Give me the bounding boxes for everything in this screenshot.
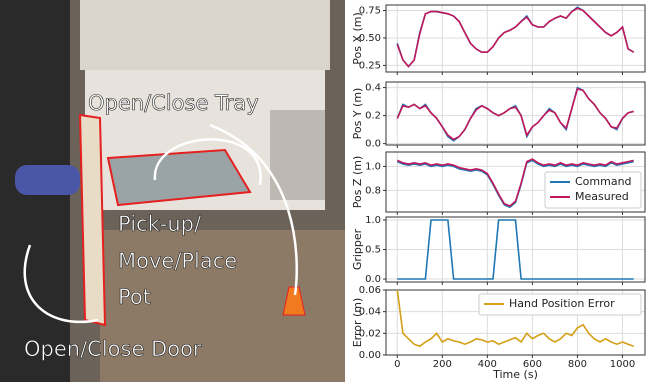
y-tick-label: 1.0 [365, 161, 381, 172]
y-tick-label: 0.04 [359, 307, 381, 318]
photo-label: Move/Place [118, 249, 237, 273]
photo-label: Open/Close Door [24, 337, 202, 361]
photo: Open/Close Tray Pick-up/ Move/Place Pot … [0, 0, 345, 382]
series-line [397, 219, 634, 280]
y-tick-label: 0.5 [365, 245, 381, 256]
y-tick-label: 0.0 [365, 274, 381, 285]
photo-label: Pot [118, 285, 151, 309]
series-line [396, 6, 635, 68]
plot-frame [385, 151, 646, 213]
y-tick-label: 0.8 [365, 185, 381, 196]
series-line [396, 158, 634, 207]
series-line [396, 289, 634, 348]
plot-frame [385, 289, 646, 356]
series-line [396, 88, 634, 141]
y-tick-label: 0.2 [365, 111, 381, 122]
y-axis-label: Pos Y (m) [351, 88, 364, 140]
x-tick-label: 1000 [610, 359, 635, 370]
y-tick-label: 1.0 [365, 215, 381, 226]
y-axis-label: Pos X (m) [351, 12, 364, 65]
photo-label: Open/Close Tray [88, 91, 259, 115]
x-axis-label: Time (s) [492, 368, 538, 381]
x-tick-label: 0 [394, 359, 400, 370]
x-tick-label: 600 [523, 359, 542, 370]
x-tick-label: 400 [478, 359, 497, 370]
y-axis-label: Error (m) [351, 298, 364, 348]
y-tick-label: 0.02 [359, 328, 381, 339]
y-tick-label: 0.0 [365, 139, 381, 150]
plot-frame [385, 216, 646, 283]
legend-label: Command [575, 175, 632, 188]
plot-frame [385, 81, 646, 146]
y-tick-label: 0.75 [359, 5, 381, 16]
photo-label: Pick-up/ [118, 212, 202, 236]
y-tick-label: 0.25 [359, 60, 381, 71]
y-tick-label: 0.4 [365, 83, 381, 94]
plot-frame [385, 4, 646, 73]
y-tick-label: 0.00 [359, 350, 381, 361]
legend-label: Measured [575, 190, 629, 203]
legend-label: Hand Position Error [509, 297, 615, 310]
y-axis-label: Gripper [351, 228, 364, 270]
legend-box [478, 293, 642, 316]
x-tick-label: 800 [568, 359, 587, 370]
series-line [396, 159, 634, 209]
y-tick-label: 0.50 [359, 33, 381, 44]
series-line [396, 7, 635, 68]
x-tick-label: 200 [433, 359, 452, 370]
y-axis-label: Pos Z (m) [351, 156, 364, 209]
y-tick-label: 0.06 [359, 285, 381, 296]
